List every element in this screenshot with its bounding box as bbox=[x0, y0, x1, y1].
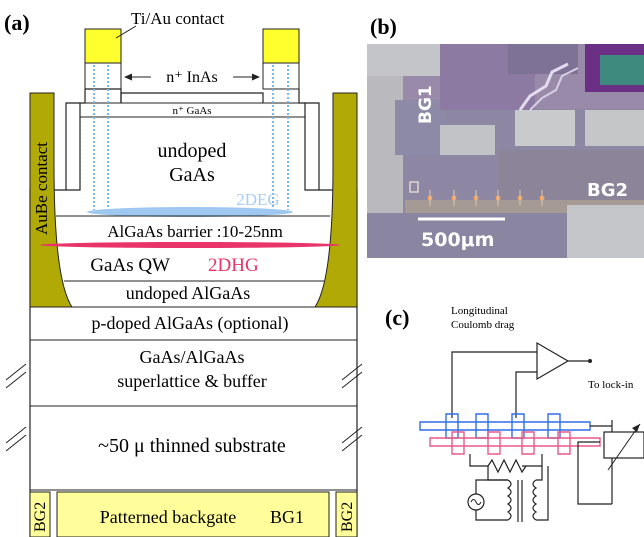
two-deg-layer bbox=[87, 207, 293, 217]
micrograph-contact-leads bbox=[429, 190, 543, 206]
ti-au-contact-left bbox=[84, 28, 122, 64]
drag-title-line2: Coulomb drag bbox=[451, 319, 515, 331]
bg1-label: BG1 bbox=[270, 507, 304, 527]
micrograph-hall-bar-edge bbox=[529, 67, 579, 111]
transformer-wire-secondary-bottom bbox=[536, 466, 549, 521]
backgate-label: Patterned backgate bbox=[100, 507, 236, 527]
output-terminal bbox=[588, 359, 592, 363]
hole-hall-bar bbox=[429, 431, 601, 455]
qw-label: GaAs QW bbox=[90, 255, 170, 276]
variable-resistor bbox=[603, 431, 644, 459]
variable-resistor-arrow bbox=[607, 423, 641, 471]
inas-arrowhead-right bbox=[252, 73, 260, 81]
two-dhg-layer bbox=[40, 242, 340, 248]
two-deg-label: 2DEG bbox=[236, 190, 279, 209]
micrograph-pad-1 bbox=[515, 110, 575, 146]
ac-source-sine-icon bbox=[470, 499, 482, 505]
micrograph-hall-bar bbox=[518, 62, 569, 111]
panel-b-label: (b) bbox=[370, 14, 397, 39]
ti-au-contact-right bbox=[262, 28, 300, 64]
superlattice-line2: superlattice & buffer bbox=[117, 371, 267, 391]
panel-c-label: (c) bbox=[385, 305, 409, 330]
transformer-secondary bbox=[532, 479, 538, 521]
bg2-right-label: BG2 bbox=[339, 502, 356, 532]
aube-contact-left bbox=[29, 92, 73, 308]
electron-hall-bar bbox=[419, 413, 591, 439]
panel-c: (c) Longitudinal Coulomb drag To lock-in bbox=[385, 305, 644, 522]
micrograph-alignment-mark bbox=[409, 181, 419, 193]
micrograph-dark-strip bbox=[508, 44, 578, 74]
substrate-label: ~50 μ thinned substrate bbox=[98, 435, 286, 457]
micrograph-green-pad bbox=[600, 55, 644, 85]
panel-a-label: (a) bbox=[4, 10, 30, 35]
amplifier bbox=[536, 341, 570, 381]
contact-pointer bbox=[115, 25, 137, 39]
drive-wire-bottom bbox=[577, 441, 612, 505]
bg2-left-label: BG2 bbox=[32, 502, 49, 532]
inas-block-left bbox=[84, 62, 122, 90]
pdoped-algaas-label: p-doped AlGaAs (optional) bbox=[92, 313, 289, 334]
micrograph-bottom-pad bbox=[567, 205, 644, 258]
inas-arrowhead-left bbox=[124, 73, 132, 81]
amp-input-wire-1 bbox=[451, 351, 537, 418]
micrograph: BG1 BG2 500μm bbox=[367, 44, 644, 258]
variable-resistor-arrowhead bbox=[632, 424, 640, 432]
panel-b: (b) bbox=[367, 14, 644, 258]
lockin-label: To lock-in bbox=[588, 379, 634, 391]
aube-contact-label: AuBe contact bbox=[32, 142, 51, 235]
transformer-wire-bottom bbox=[475, 510, 508, 521]
backgate-bg2-right bbox=[335, 491, 358, 537]
scale-label: 500μm bbox=[421, 229, 494, 251]
undoped-algaas-label: undoped AlGaAs bbox=[126, 283, 251, 303]
gaas-cap-label: n⁺ GaAs bbox=[172, 105, 211, 117]
aube-contact-right bbox=[314, 92, 358, 308]
break-marks bbox=[5, 363, 363, 452]
undoped-gaas-line1: undoped bbox=[158, 140, 227, 162]
micrograph-pad-2 bbox=[585, 110, 644, 146]
undoped-gaas-line2: GaAs bbox=[169, 164, 215, 186]
cap-recess bbox=[120, 92, 264, 103]
cap-left bbox=[85, 88, 122, 103]
backgate-bg1 bbox=[56, 491, 330, 537]
source-wire-a bbox=[469, 454, 488, 467]
mesa-right-trench bbox=[298, 89, 320, 191]
inas-label: n⁺ InAs bbox=[166, 69, 218, 86]
inas-block-right bbox=[262, 62, 300, 90]
bg1-photo-label: BG1 bbox=[416, 85, 436, 124]
barrier-label: AlGaAs barrier :10-25nm bbox=[107, 222, 283, 241]
source-wire-b bbox=[522, 454, 543, 467]
ti-au-contact-label: Ti/Au contact bbox=[131, 9, 225, 28]
mesa-left-trench bbox=[65, 89, 86, 191]
drag-title-line1: Longitudinal bbox=[451, 305, 508, 317]
micrograph-bg1-gate bbox=[395, 100, 445, 155]
backgate-bg2-left bbox=[29, 491, 51, 537]
two-dhg-label: 2DHG bbox=[208, 255, 259, 276]
amp-input-wire-2 bbox=[515, 371, 537, 418]
transformer-primary bbox=[506, 479, 512, 521]
bg2-photo-label: BG2 bbox=[587, 180, 628, 201]
panel-a: (a) Ti/Au contact n⁺ InAs n⁺ GaAs AuBe c… bbox=[4, 9, 363, 537]
superlattice-line1: GaAs/AlGaAs bbox=[140, 347, 245, 367]
source-wire-top bbox=[475, 479, 508, 494]
transformer-wire-secondary-top bbox=[536, 466, 543, 481]
micrograph-pad-3 bbox=[440, 125, 495, 155]
micrograph-top-pad bbox=[367, 44, 452, 76]
series-resistor bbox=[487, 458, 527, 474]
